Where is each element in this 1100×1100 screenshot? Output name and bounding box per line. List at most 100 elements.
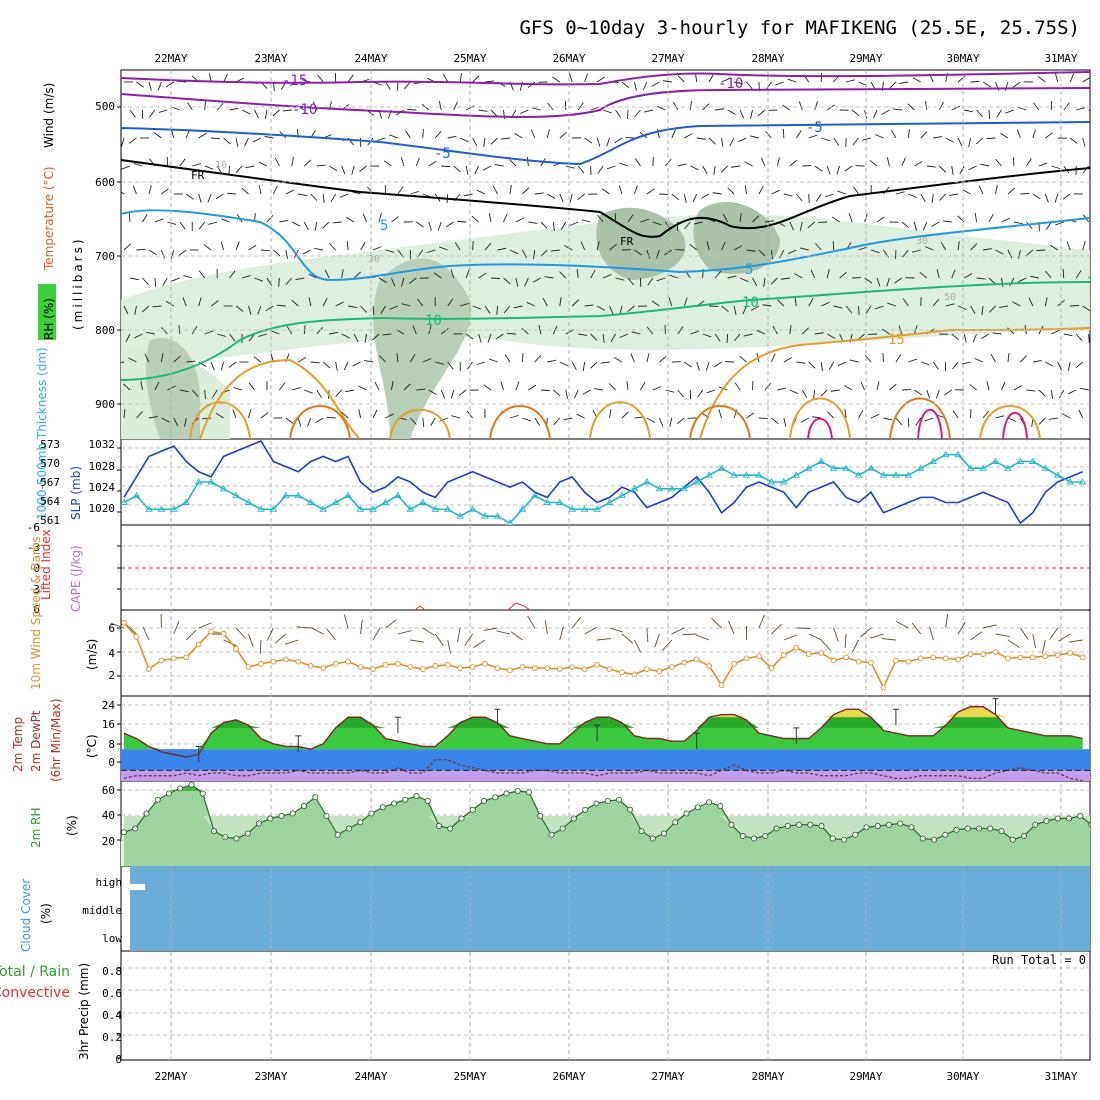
rh-marker xyxy=(154,796,161,803)
wind-barb xyxy=(733,333,741,342)
wind-barb xyxy=(148,249,157,256)
wind-barb xyxy=(733,305,737,315)
wind-barb xyxy=(920,361,930,366)
wind-barb xyxy=(128,212,131,223)
wind-barb xyxy=(569,221,579,226)
wind-barb xyxy=(750,109,753,119)
wind-barb xyxy=(191,389,199,397)
wind-barb xyxy=(734,382,741,391)
wind-barb xyxy=(1012,156,1015,167)
wind-barb xyxy=(821,137,830,142)
rh-marker xyxy=(795,821,803,828)
wind-barb xyxy=(1076,107,1086,111)
wind10-line-marker xyxy=(519,664,526,670)
wind10-line-marker xyxy=(594,661,600,668)
wind-barb xyxy=(889,81,897,89)
wind-barb xyxy=(652,221,662,226)
wind-barb xyxy=(1046,221,1052,230)
wind-barb xyxy=(1029,275,1039,279)
wind-barb xyxy=(260,249,270,252)
thickness-line-marker xyxy=(717,464,726,471)
slp-ytick-1020: 1020 xyxy=(89,502,116,515)
wind-barb xyxy=(713,361,722,368)
wind-barb xyxy=(210,361,215,371)
wind-barb xyxy=(260,412,269,419)
wind-barb xyxy=(924,417,934,422)
wind10-barb xyxy=(695,634,710,641)
wind-barb xyxy=(907,103,915,111)
rh-marker xyxy=(627,806,634,813)
wind-barb xyxy=(152,305,162,308)
wind-barb xyxy=(241,109,251,115)
wind10-line-marker xyxy=(419,666,426,672)
wind-barb xyxy=(721,305,729,313)
wind10-barb xyxy=(464,633,473,646)
wind-barb xyxy=(750,135,760,139)
thickness-line-marker xyxy=(319,505,327,512)
wind-barb xyxy=(1036,249,1046,252)
wind-barb xyxy=(787,249,797,255)
thickness-line-marker xyxy=(543,498,552,505)
wind10-barb xyxy=(125,624,137,635)
wind-barb xyxy=(279,382,286,391)
wind-barb xyxy=(764,220,774,223)
rh-marker xyxy=(132,825,139,832)
wind-barb xyxy=(215,412,224,419)
wind-barb xyxy=(346,216,355,223)
wind-barb xyxy=(939,193,947,201)
rh-marker xyxy=(975,825,983,832)
wind-barb xyxy=(1082,305,1090,312)
precip-ylabel-convective: Convective xyxy=(0,985,70,1001)
contour-warm-bump xyxy=(889,397,951,439)
wind-barb xyxy=(534,192,544,195)
wind-barb xyxy=(465,269,470,279)
wind-barb xyxy=(374,381,380,391)
slp-panel xyxy=(121,439,1087,525)
wind10-barb xyxy=(385,619,397,629)
wind-barb xyxy=(487,333,492,343)
wind-barb xyxy=(986,137,996,140)
wind-barb xyxy=(1067,389,1077,395)
wind-barb xyxy=(858,409,864,419)
wind-barb xyxy=(771,417,779,425)
thickness-line-marker xyxy=(431,505,440,512)
wind-barb xyxy=(852,137,859,146)
wind10-line-marker xyxy=(942,655,949,662)
contour-label-rh30b: 30 xyxy=(916,236,928,247)
wind-barb xyxy=(844,385,853,391)
thickness-line-marker xyxy=(257,505,265,512)
thickness-line-marker xyxy=(456,512,464,519)
wind-barb xyxy=(801,327,809,335)
wind-barb xyxy=(458,389,467,396)
wind10-barb xyxy=(911,622,922,635)
wind-barb xyxy=(642,81,648,91)
wind-barb xyxy=(519,109,529,114)
wind-barb xyxy=(478,109,488,112)
wind-barb xyxy=(314,221,318,231)
wind-barb xyxy=(478,333,482,343)
wind-barb xyxy=(683,193,687,203)
wind-barb xyxy=(450,269,455,279)
wind-barb xyxy=(358,385,367,391)
wind-barb xyxy=(542,297,548,307)
wind-barb xyxy=(998,305,1009,308)
wind-barb xyxy=(669,417,673,427)
day-label-bottom: 24MAY xyxy=(354,1070,387,1083)
wind-barb xyxy=(952,410,959,419)
rh-marker xyxy=(649,835,656,842)
wind-barb xyxy=(974,358,984,363)
rh-area xyxy=(124,784,1090,866)
wind10-line-marker xyxy=(494,665,501,671)
wind-barb xyxy=(360,305,368,313)
thickness-line xyxy=(123,453,1083,525)
wind-barb xyxy=(405,130,411,139)
wind-barb xyxy=(1069,137,1078,144)
wind-barb xyxy=(665,389,675,393)
wind-barb xyxy=(619,162,629,167)
wind10-barb xyxy=(372,627,381,641)
rh-marker xyxy=(480,797,488,805)
wind-barb xyxy=(564,245,573,251)
wind-barb xyxy=(198,297,202,307)
upper-contour-labels: -15 -10 -10 -5 -5 FR FR 5 5 10 10 15 10 … xyxy=(191,73,956,348)
wind-barb xyxy=(957,75,966,83)
